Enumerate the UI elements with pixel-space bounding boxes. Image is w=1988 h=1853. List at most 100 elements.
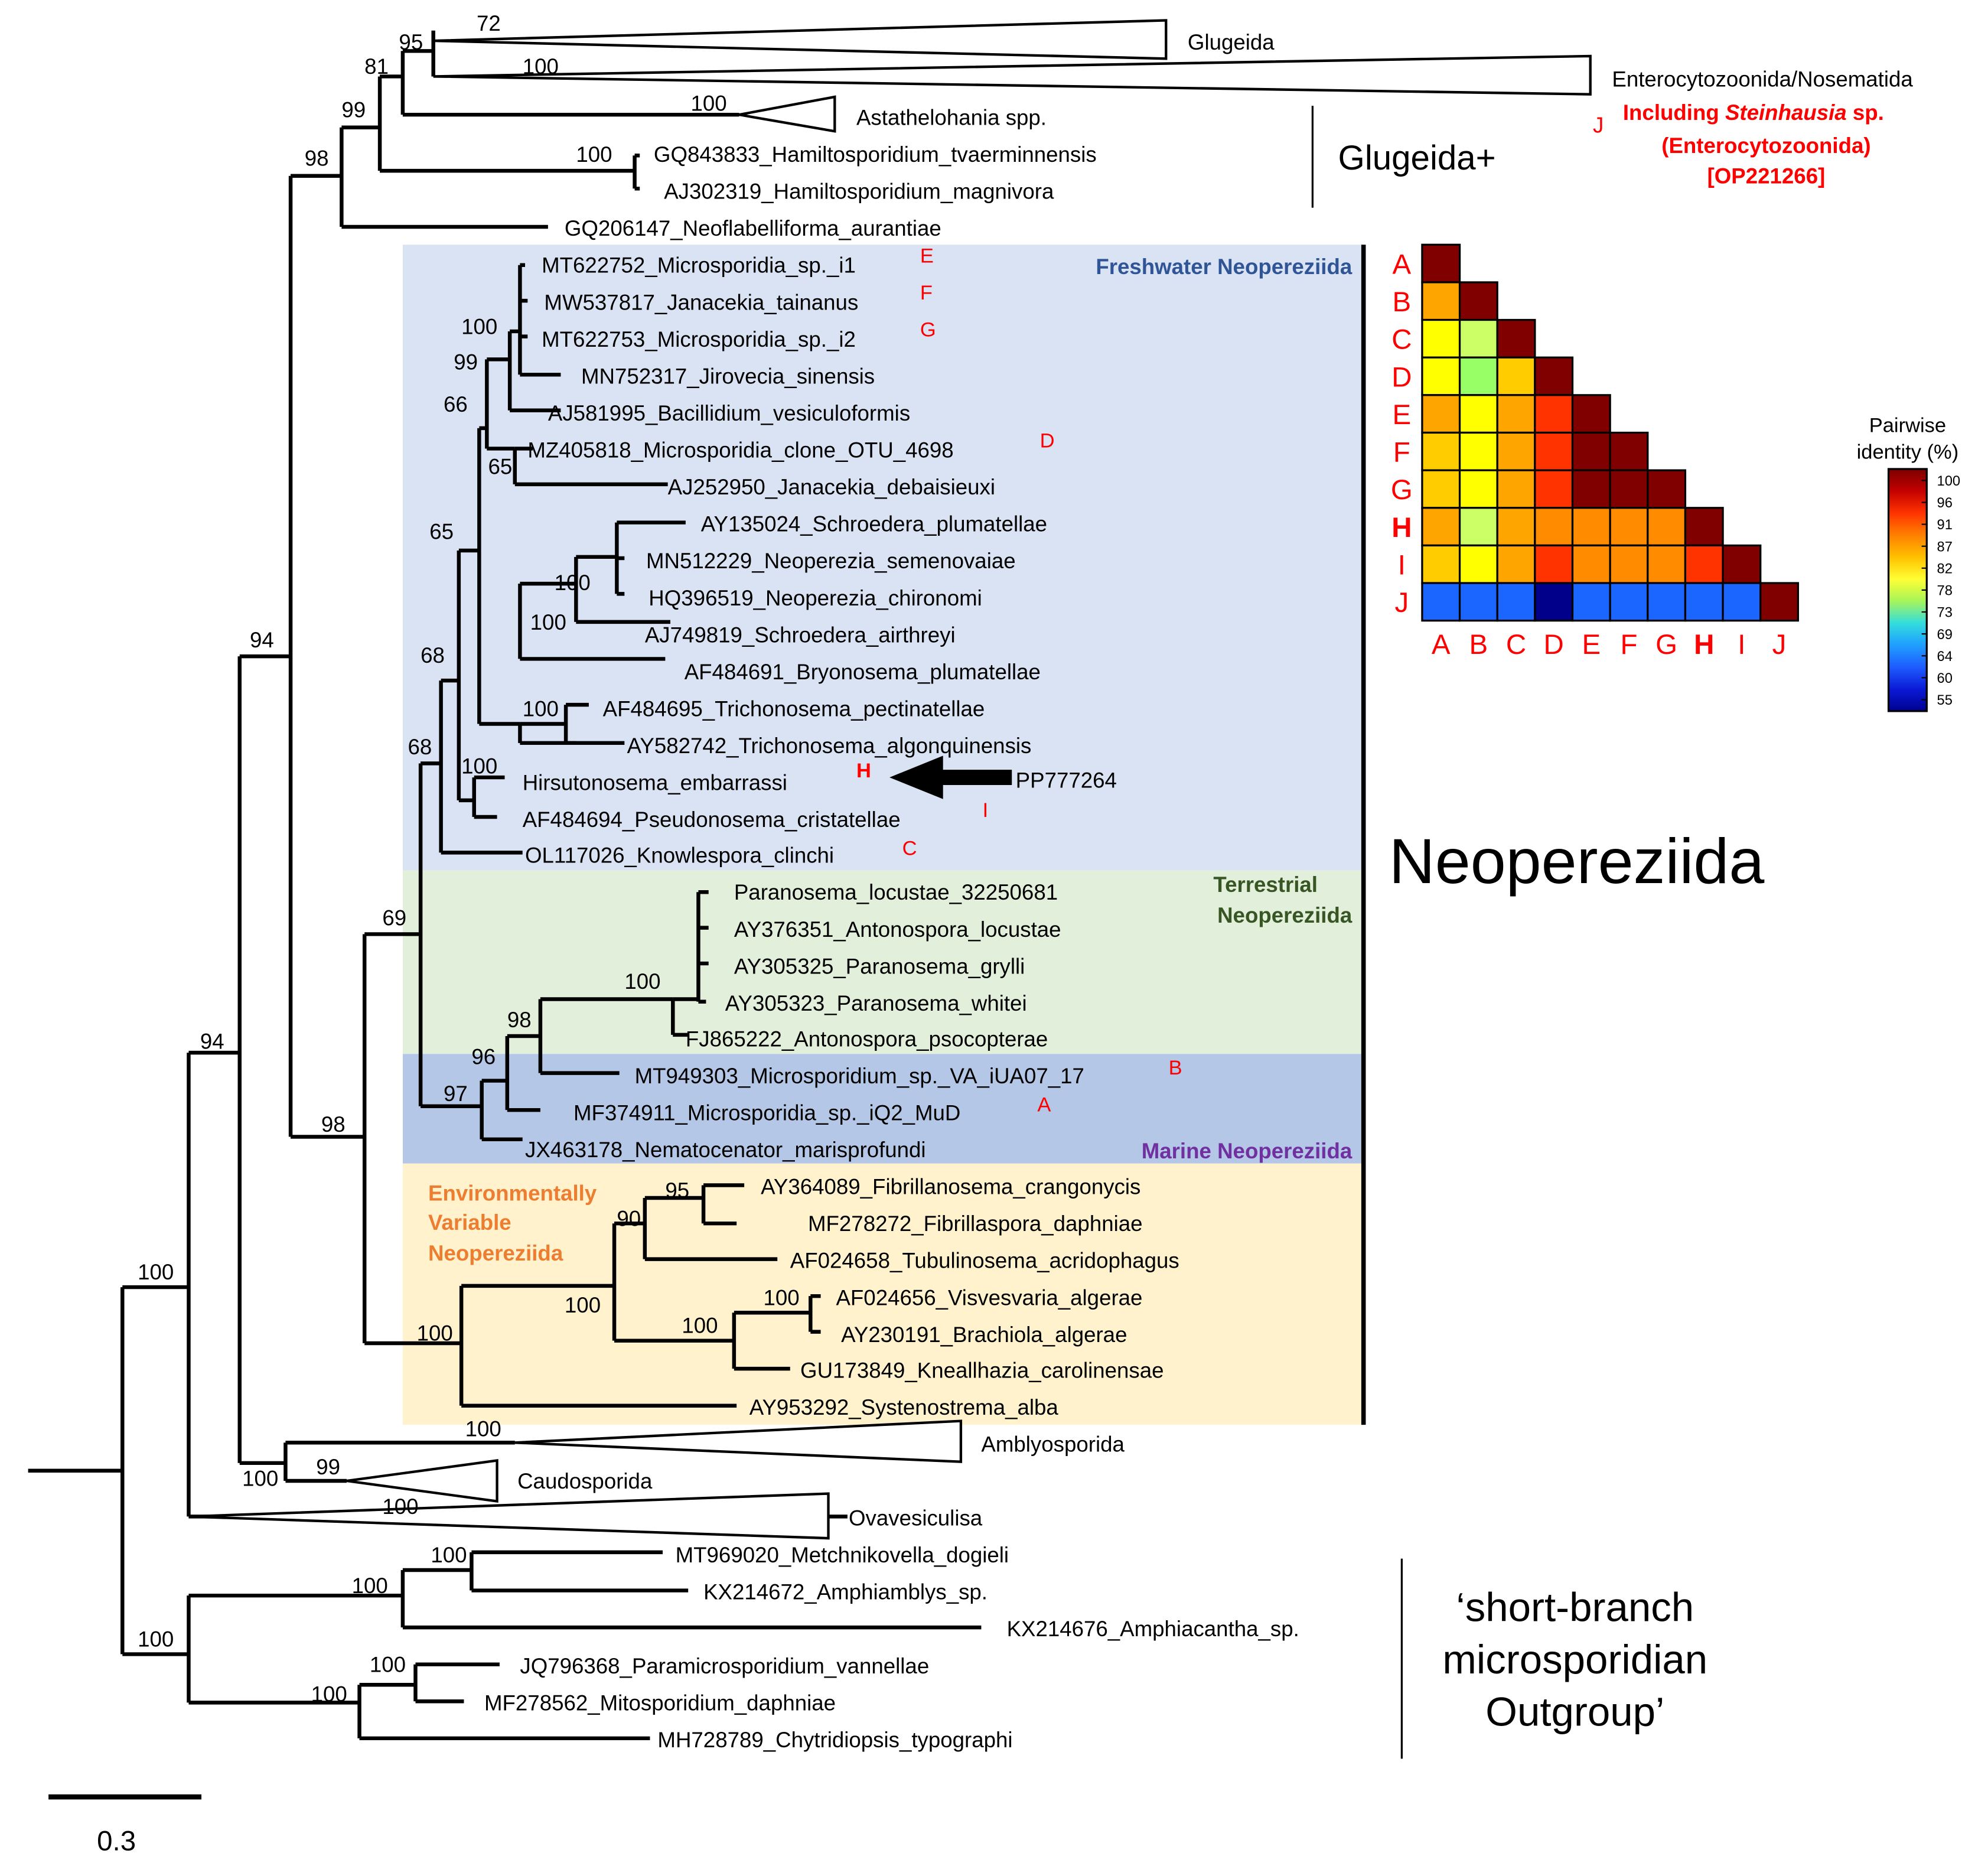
heatmap-row-label: C xyxy=(1391,324,1412,356)
taxon-label: AF484694_Pseudonosema_cristatellae xyxy=(523,807,901,832)
entero-triangle xyxy=(433,54,1592,96)
legend-tick-label: 64 xyxy=(1937,649,1953,665)
glugeida-triangle xyxy=(433,19,1168,60)
taxon-marker: B xyxy=(1169,1057,1182,1079)
heatmap-cell xyxy=(1421,544,1461,584)
note-marker: J xyxy=(1593,113,1604,137)
support-value: 100 xyxy=(311,1682,347,1706)
ovavesiculisa-triangle xyxy=(188,1492,830,1540)
heatmap-cell xyxy=(1571,582,1611,622)
heatmap-cell xyxy=(1684,544,1724,584)
heatmap-cell xyxy=(1496,582,1536,622)
heatmap-col-label: I xyxy=(1738,629,1745,660)
support-value: 100 xyxy=(555,571,591,595)
support-value: 100 xyxy=(352,1574,388,1598)
tree-branches xyxy=(28,30,982,1741)
heatmap-cell xyxy=(1759,582,1799,622)
taxon-label: AY230191_Brachiola_algerae xyxy=(841,1323,1127,1347)
taxon-label: GQ843833_Hamiltosporidium_tvaerminnensis xyxy=(654,142,1097,167)
heatmap-row-label: H xyxy=(1391,512,1412,543)
heatmap-cell xyxy=(1458,582,1498,622)
legend-tick-label: 82 xyxy=(1937,561,1953,577)
glugeida-plus-label: Glugeida+ xyxy=(1338,139,1496,177)
support-value: 69 xyxy=(382,906,406,930)
legend-tick-label: 73 xyxy=(1937,605,1953,621)
heatmap-cell xyxy=(1421,469,1461,509)
support-value: 100 xyxy=(523,54,559,79)
support-value: 94 xyxy=(200,1030,224,1054)
taxon-label: MF278272_Fibrillaspora_daphniae xyxy=(808,1212,1143,1236)
heatmap-row-label: F xyxy=(1393,437,1410,468)
taxon-label: MZ405818_Microsporidia_clone_OTU_4698 xyxy=(527,438,953,463)
legend-tick-label: 78 xyxy=(1937,584,1953,599)
taxon-label: MT969020_Metchnikovella_dogieli xyxy=(676,1543,1009,1567)
taxon-label: AY305323_Paranosema_whitei xyxy=(725,991,1027,1015)
taxon-label: AF024656_Visvesvaria_algerae xyxy=(836,1285,1142,1310)
taxon-label: MN512229_Neoperezia_semenovaiae xyxy=(646,549,1016,573)
heatmap-row-label: E xyxy=(1393,399,1412,431)
support-value: 100 xyxy=(691,92,727,116)
support-value: 97 xyxy=(444,1082,468,1106)
neopereziida-label: Neopereziida xyxy=(1389,825,1765,897)
heatmap-col-label: D xyxy=(1544,629,1564,660)
marine-label: Marine Neopereziida xyxy=(1142,1139,1353,1163)
clade-entero: Enterocytozoonida/Nosematida xyxy=(1612,67,1913,92)
heatmap-col-label: B xyxy=(1469,629,1488,660)
freshwater-label: Freshwater Neopereziida xyxy=(1096,255,1353,279)
heatmap-cell xyxy=(1571,394,1611,434)
heatmap-cell xyxy=(1647,469,1687,509)
heatmap-cell xyxy=(1534,582,1574,622)
heatmap-cell xyxy=(1534,394,1574,434)
amblyosporida-triangle xyxy=(514,1419,963,1463)
heatmap-col-label: G xyxy=(1655,629,1677,660)
heatmap-cell xyxy=(1421,431,1461,471)
heatmap-cell xyxy=(1609,469,1649,509)
support-value: 100 xyxy=(461,314,497,338)
taxon-marker: D xyxy=(1040,429,1055,452)
heatmap-cell xyxy=(1722,544,1762,584)
heatmap-col-label: F xyxy=(1620,629,1637,660)
taxon-label: AJ749819_Schroedera_airthreyi xyxy=(645,623,956,647)
taxon-label: FJ865222_Antonospora_psocopterae xyxy=(686,1027,1048,1051)
support-value: 100 xyxy=(682,1314,718,1338)
taxon-marker: G xyxy=(920,319,936,341)
taxon-label: HQ396519_Neoperezia_chironomi xyxy=(648,586,982,610)
support-value: 100 xyxy=(576,142,612,167)
support-value: 99 xyxy=(316,1455,340,1479)
support-value: 100 xyxy=(523,697,559,721)
terrestrial-region xyxy=(402,870,1364,1054)
heatmap-cell xyxy=(1458,544,1498,584)
support-value: 100 xyxy=(370,1653,406,1677)
taxon-label: MT622752_Microsporidia_sp._i1 xyxy=(542,253,856,278)
heatmap-cell xyxy=(1458,431,1498,471)
heatmap-cell xyxy=(1458,281,1498,321)
legend-tick-label: 100 xyxy=(1937,474,1961,489)
heatmap-cell xyxy=(1458,469,1498,509)
support-value: 100 xyxy=(138,1627,174,1651)
heatmap-cell xyxy=(1534,507,1574,547)
note-line-1: Including Steinhausia sp. xyxy=(1623,100,1884,125)
heatmap-cell xyxy=(1421,582,1461,622)
heatmap-cell xyxy=(1534,356,1574,396)
group-bars xyxy=(1311,106,1403,1759)
support-value: 100 xyxy=(242,1467,278,1491)
outgroup-label-3: Outgroup’ xyxy=(1485,1689,1664,1734)
taxon-label: AY135024_Schroedera_plumatellae xyxy=(701,512,1047,536)
heatmap-row-label: D xyxy=(1391,362,1412,393)
heatmap-cell xyxy=(1421,394,1461,434)
taxon-label: MW537817_Janacekia_tainanus xyxy=(544,290,858,314)
support-value: 100 xyxy=(382,1494,418,1519)
heatmap-cell xyxy=(1571,469,1611,509)
heatmap-row-label: A xyxy=(1393,249,1412,280)
support-value: 90 xyxy=(617,1207,641,1231)
support-value: 100 xyxy=(461,754,497,779)
heatmap-cell xyxy=(1496,507,1536,547)
heatmap-col-label: E xyxy=(1582,629,1601,660)
terrestrial-label-2: Neopereziida xyxy=(1217,903,1353,927)
heatmap-cell xyxy=(1534,544,1574,584)
heatmap-cell xyxy=(1496,431,1536,471)
support-value: 66 xyxy=(444,392,468,416)
arrow-pp777264 xyxy=(889,755,1012,799)
taxon-label: AF024658_Tubulinosema_acridophagus xyxy=(790,1249,1179,1273)
clade-ovavesiculisa: Ovavesiculisa xyxy=(849,1506,983,1530)
